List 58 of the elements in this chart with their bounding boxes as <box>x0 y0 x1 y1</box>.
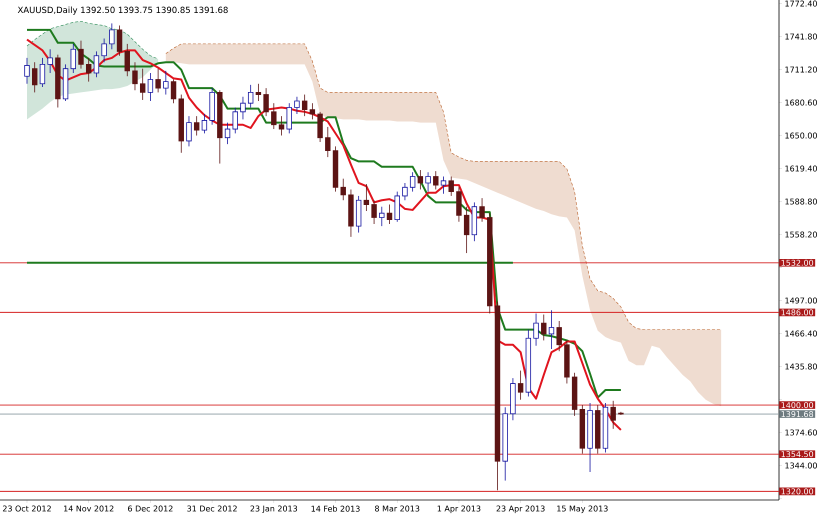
candlestick <box>148 72 154 102</box>
candlestick <box>364 184 370 212</box>
candlestick <box>317 111 323 142</box>
candlestick <box>394 191 400 222</box>
candlestick <box>240 96 246 120</box>
candlestick <box>94 51 100 78</box>
candlestick <box>610 400 616 430</box>
candlestick <box>402 182 408 201</box>
candlestick <box>518 370 524 400</box>
candlestick <box>109 22 115 50</box>
candlestick <box>379 206 385 227</box>
candlestick <box>86 58 92 82</box>
candlestick <box>271 102 277 130</box>
candlestick <box>24 58 30 84</box>
candlestick <box>278 116 284 136</box>
candlestick <box>47 48 53 74</box>
candlestick <box>548 310 554 350</box>
candlestick <box>418 170 424 190</box>
candlestick <box>302 94 308 117</box>
candlestick <box>232 107 238 134</box>
candlestick <box>448 176 454 196</box>
candlestick <box>101 38 107 63</box>
candlestick <box>410 172 416 192</box>
candlestick <box>224 122 230 145</box>
candlestick <box>386 204 392 224</box>
candlestick <box>263 88 269 117</box>
candlestick <box>140 68 146 100</box>
candlestick <box>124 43 130 77</box>
candlestick <box>310 102 316 120</box>
candlestick <box>294 96 300 114</box>
candlestick <box>202 114 208 134</box>
candlestick <box>433 170 438 190</box>
candlestick <box>440 176 446 194</box>
candlestick <box>248 84 254 108</box>
candlestick <box>371 200 377 224</box>
candlestick <box>70 43 76 74</box>
candlestick <box>78 40 84 70</box>
candlestick <box>541 314 546 341</box>
candlestick <box>32 62 38 93</box>
candlestick <box>194 116 200 136</box>
candlestick <box>286 102 292 134</box>
candlestick <box>533 313 539 346</box>
candlestick <box>479 198 485 222</box>
candlestick <box>425 172 431 192</box>
candlestick <box>325 126 331 158</box>
candlestick <box>556 320 562 352</box>
candlestick <box>256 83 262 102</box>
text: XAUUSD,Daily 1392.50 1393.75 1390.85 1391.68 <box>18 6 228 15</box>
candlestick <box>340 178 346 201</box>
candlestick <box>40 58 46 88</box>
candlestick <box>464 206 470 254</box>
candlestick <box>116 25 122 56</box>
candlestick <box>186 116 192 147</box>
candlestick <box>163 70 169 95</box>
candlestick <box>132 62 138 91</box>
candlestick <box>155 68 161 93</box>
candlestick <box>170 79 176 104</box>
candlestick <box>456 186 462 222</box>
